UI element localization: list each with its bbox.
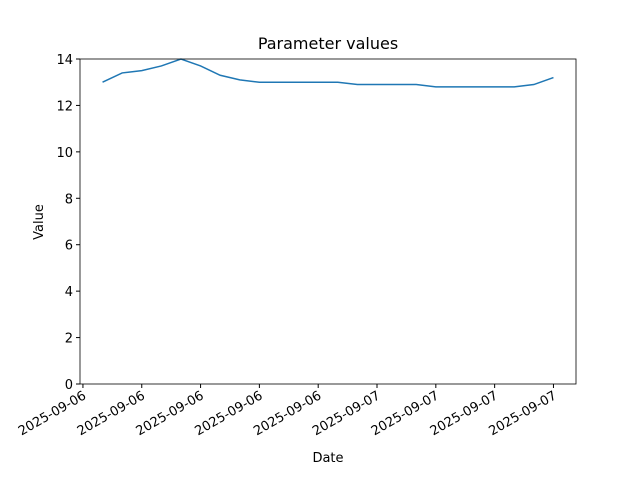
y-tick-label: 14 [56,53,73,68]
plot-frame [79,58,577,385]
y-tick-label: 6 [65,239,73,254]
x-axis-label: Date [312,451,343,466]
chart-title: Parameter values [258,34,398,53]
y-tick-label: 8 [65,192,73,207]
y-tick-label: 12 [56,99,73,114]
y-tick-label: 2 [65,332,73,347]
y-tick-label: 10 [56,146,73,161]
line [102,58,554,88]
y-tick-label: 0 [65,378,73,393]
y-tick-label: 4 [65,285,73,300]
y-axis-label: Value [32,204,47,240]
